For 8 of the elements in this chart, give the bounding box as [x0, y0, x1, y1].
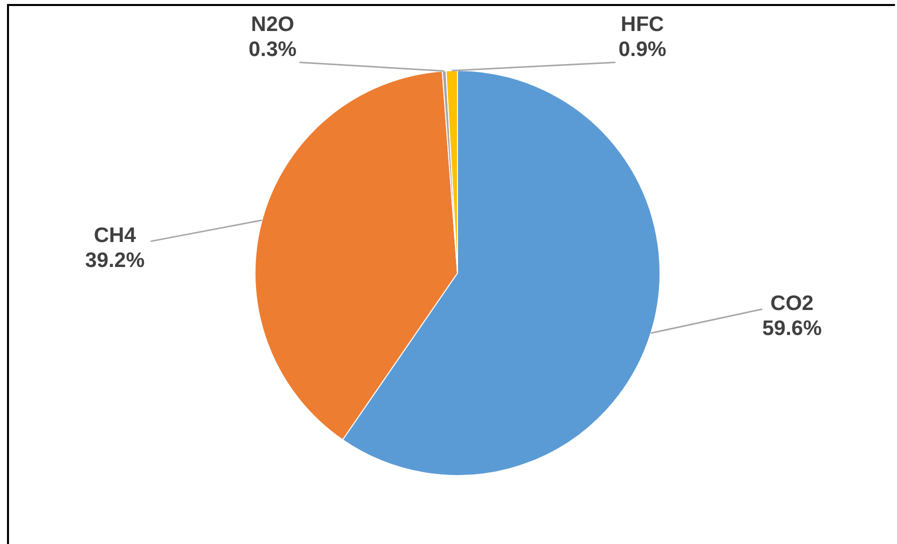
data-label: 59.6% — [762, 316, 822, 340]
data-label: 0.3% — [248, 38, 297, 62]
data-label: 0.9% — [618, 38, 667, 62]
slice-label: HFC — [620, 13, 664, 36]
slice-label: CO2 — [770, 292, 814, 315]
slice-label: CH4 — [94, 224, 136, 248]
slice-label: N2O — [251, 13, 294, 36]
data-label: 39.2% — [85, 249, 145, 272]
